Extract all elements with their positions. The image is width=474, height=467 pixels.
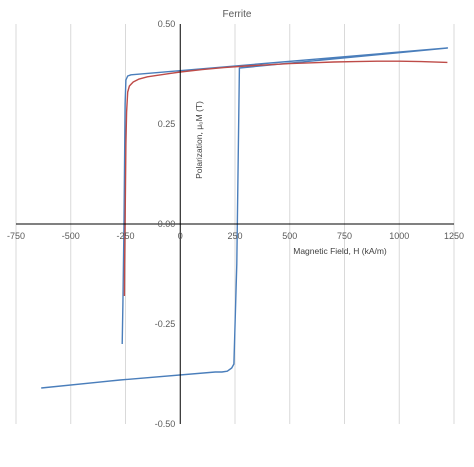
y-tick-label-0: -0.50 <box>155 419 176 429</box>
axes <box>16 24 454 424</box>
y-axis-label: Polarization, μ₀M (T) <box>194 101 204 179</box>
x-tick-label-0: -750 <box>7 231 25 241</box>
x-tick-label-5: 500 <box>282 231 297 241</box>
x-tick-label-6: 750 <box>337 231 352 241</box>
tick-labels: -750 -500 -250 0 250 500 750 1000 1250 -0.50 -0.25… <box>7 19 464 429</box>
x-tick-label-2: -250 <box>116 231 134 241</box>
series-layer <box>41 47 449 389</box>
y-tick-label-2: 0.00 <box>158 219 176 229</box>
x-tick-label-4: 250 <box>227 231 242 241</box>
series-line-0 <box>41 47 449 389</box>
x-tick-label-1: -500 <box>62 231 80 241</box>
x-axis-label: Magnetic Field, H (kA/m) <box>293 246 387 256</box>
chart-title: Ferrite <box>223 9 252 20</box>
y-tick-label-1: -0.25 <box>155 319 176 329</box>
x-tick-label-8: 1250 <box>444 231 464 241</box>
series-line-1 <box>123 60 448 297</box>
y-tick-label-4: 0.50 <box>158 19 176 29</box>
x-tick-label-7: 1000 <box>389 231 409 241</box>
x-tick-label-3: 0 <box>178 231 183 241</box>
y-tick-label-3: 0.25 <box>158 119 176 129</box>
